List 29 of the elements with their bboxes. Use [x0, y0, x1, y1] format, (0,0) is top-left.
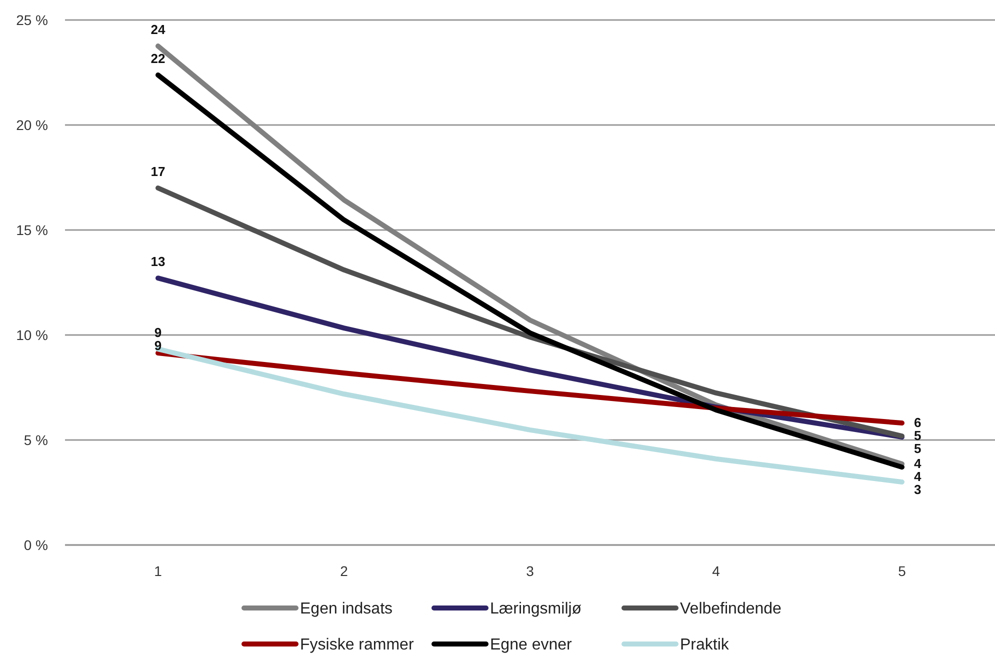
- legend-label: Praktik: [680, 636, 730, 654]
- data-label: 5: [914, 428, 922, 444]
- y-tick-label: 5 %: [24, 432, 48, 448]
- y-tick-label: 0 %: [24, 536, 48, 553]
- y-tick-label: 20 %: [16, 116, 48, 133]
- y-tick-label: 10 %: [16, 326, 48, 343]
- x-tick-label: 1: [154, 563, 162, 579]
- data-label: 5: [914, 441, 922, 456]
- data-label: 24: [150, 22, 166, 38]
- data-label: 22: [150, 51, 166, 66]
- data-label: 17: [150, 164, 166, 179]
- data-label: 4: [914, 468, 922, 484]
- x-tick-label: 4: [712, 563, 720, 579]
- y-tick-label: 15 %: [16, 222, 48, 238]
- data-label: 3: [914, 482, 922, 497]
- x-tick-label: 2: [340, 563, 348, 579]
- legend-label: Fysiske rammer: [300, 636, 414, 654]
- data-label: 13: [150, 254, 166, 270]
- x-tick-label: 5: [898, 563, 906, 579]
- y-tick-label: 25 %: [16, 12, 48, 28]
- legend-label: Velbefindende: [680, 600, 782, 618]
- data-label: 9: [154, 325, 162, 340]
- legend-label: Egen indsats: [300, 600, 393, 618]
- legend-label: Læringsmiljø: [490, 600, 582, 618]
- x-tick-label: 3: [526, 563, 534, 579]
- data-label: 9: [154, 338, 162, 354]
- legend-label: Egne evner: [490, 636, 573, 654]
- data-label: 4: [914, 456, 922, 471]
- data-label: 6: [914, 414, 922, 430]
